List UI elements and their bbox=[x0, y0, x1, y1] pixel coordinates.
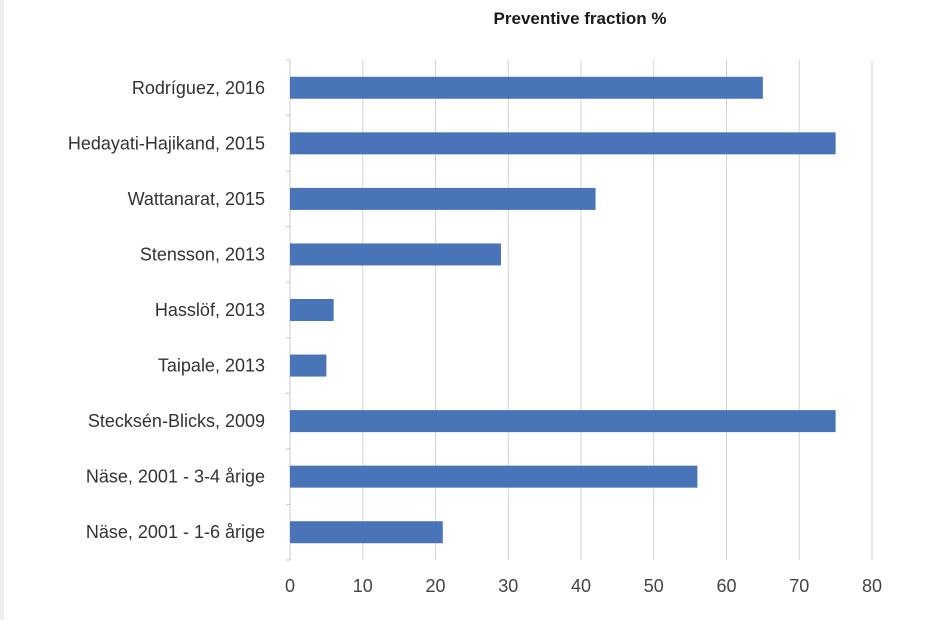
x-tick-label: 60 bbox=[716, 576, 736, 596]
x-tick-label: 0 bbox=[285, 576, 295, 596]
left-edge-strip bbox=[0, 0, 4, 620]
x-tick-label: 10 bbox=[353, 576, 373, 596]
bar bbox=[290, 354, 327, 377]
category-label: Stensson, 2013 bbox=[140, 244, 265, 264]
bar bbox=[290, 243, 501, 266]
bar bbox=[290, 187, 596, 210]
category-label: Wattanarat, 2015 bbox=[128, 189, 265, 209]
bar bbox=[290, 132, 836, 155]
x-tick-label: 20 bbox=[425, 576, 445, 596]
x-tick-label: 70 bbox=[789, 576, 809, 596]
bar bbox=[290, 465, 698, 488]
category-label: Näse, 2001 - 1-6 årige bbox=[86, 522, 265, 542]
category-label: Hedayati-Hajikand, 2015 bbox=[68, 133, 265, 153]
bar bbox=[290, 521, 443, 544]
category-label: Hasslöf, 2013 bbox=[155, 300, 265, 320]
x-tick-label: 30 bbox=[498, 576, 518, 596]
bar bbox=[290, 76, 763, 99]
x-tick-label: 80 bbox=[862, 576, 882, 596]
bar bbox=[290, 410, 836, 433]
x-tick-label: 40 bbox=[571, 576, 591, 596]
x-tick-labels: 0 10 20 30 40 50 60 70 80 bbox=[285, 576, 882, 596]
bars bbox=[290, 76, 836, 544]
chart-title: Preventive fraction % bbox=[494, 9, 667, 28]
category-label: Näse, 2001 - 3-4 årige bbox=[86, 467, 265, 487]
category-label: Stecksén-Blicks, 2009 bbox=[88, 411, 265, 431]
category-label: Taipale, 2013 bbox=[158, 356, 265, 376]
category-labels: Rodríguez, 2016 Hedayati-Hajikand, 2015 Wa… bbox=[68, 78, 265, 542]
category-label: Rodríguez, 2016 bbox=[132, 78, 265, 98]
bar bbox=[290, 299, 334, 321]
x-tick-label: 50 bbox=[644, 576, 664, 596]
